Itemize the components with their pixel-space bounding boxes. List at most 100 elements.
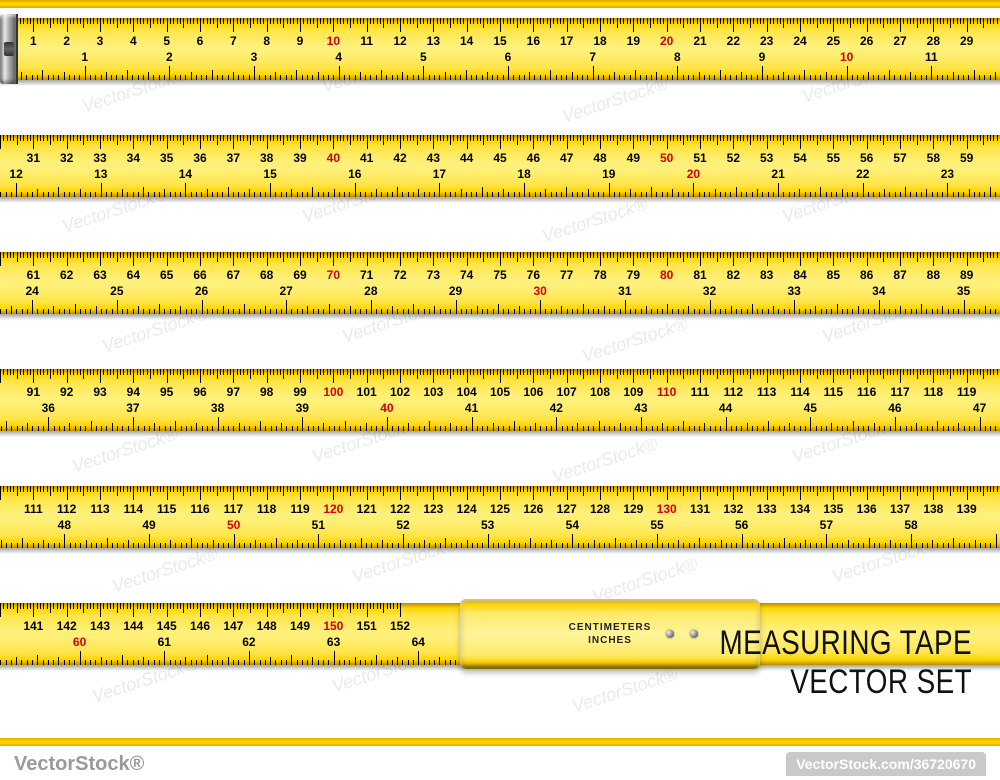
inch-label: 9 bbox=[759, 50, 766, 64]
cm-label: 96 bbox=[193, 385, 206, 399]
cm-label: 128 bbox=[590, 502, 610, 516]
cm-label: 126 bbox=[523, 502, 543, 516]
cm-label: 117 bbox=[224, 502, 243, 516]
inch-label: 60 bbox=[73, 635, 86, 649]
cm-label: 111 bbox=[24, 502, 43, 516]
cm-label: 108 bbox=[590, 385, 610, 399]
inch-label: 11 bbox=[925, 50, 938, 64]
cm-label: 17 bbox=[560, 34, 573, 48]
cm-label: 130 bbox=[657, 502, 677, 516]
cm-label: 81 bbox=[693, 268, 706, 282]
cm-label: 91 bbox=[27, 385, 40, 399]
cm-label: 114 bbox=[124, 502, 143, 516]
cm-label: 33 bbox=[93, 151, 106, 165]
inch-label: 39 bbox=[296, 401, 309, 415]
cm-label: 151 bbox=[357, 619, 377, 633]
cm-label: 123 bbox=[423, 502, 443, 516]
inch-label: 37 bbox=[126, 401, 139, 415]
scale-inch: 1234567891011 bbox=[0, 49, 1000, 80]
cm-label: 49 bbox=[627, 151, 640, 165]
cm-label: 46 bbox=[527, 151, 540, 165]
cm-label: 37 bbox=[227, 151, 240, 165]
inch-label: 14 bbox=[179, 167, 192, 181]
scale-cm: 9192939495969798991001011021031041051061… bbox=[0, 369, 1000, 400]
cm-label: 11 bbox=[360, 34, 373, 48]
cm-label: 25 bbox=[827, 34, 840, 48]
inch-label: 29 bbox=[449, 284, 462, 298]
cm-label: 69 bbox=[293, 268, 306, 282]
tape-segment: 1234567891011121314151617181920212223242… bbox=[0, 18, 1000, 80]
inch-label: 52 bbox=[396, 518, 409, 532]
cm-label: 74 bbox=[460, 268, 473, 282]
inch-label: 1 bbox=[81, 50, 88, 64]
cm-label: 122 bbox=[390, 502, 410, 516]
cm-label: 67 bbox=[227, 268, 240, 282]
cm-label: 85 bbox=[827, 268, 840, 282]
inch-label: 34 bbox=[872, 284, 885, 298]
inch-label: 44 bbox=[719, 401, 732, 415]
cm-label: 22 bbox=[727, 34, 740, 48]
inch-label: 2 bbox=[166, 50, 173, 64]
cm-label: 50 bbox=[660, 151, 673, 165]
inch-label: 7 bbox=[589, 50, 596, 64]
inch-label: 42 bbox=[550, 401, 563, 415]
cm-label: 99 bbox=[293, 385, 306, 399]
cm-label: 141 bbox=[23, 619, 43, 633]
cm-label: 4 bbox=[130, 34, 137, 48]
cm-label: 51 bbox=[693, 151, 706, 165]
inch-label: 12 bbox=[9, 167, 22, 181]
cm-label: 150 bbox=[323, 619, 343, 633]
inch-label: 4 bbox=[335, 50, 342, 64]
scale-inch: 121314151617181920212223 bbox=[0, 166, 1000, 197]
cm-label: 66 bbox=[193, 268, 206, 282]
cm-label: 135 bbox=[823, 502, 843, 516]
cm-label: 119 bbox=[290, 502, 309, 516]
cm-label: 36 bbox=[193, 151, 206, 165]
cm-label: 137 bbox=[890, 502, 910, 516]
cm-label: 103 bbox=[423, 385, 443, 399]
cm-label: 75 bbox=[493, 268, 506, 282]
cm-label: 146 bbox=[190, 619, 210, 633]
tape-segment: 1111121131141151161171181191201211221231… bbox=[0, 486, 1000, 548]
cm-label: 118 bbox=[924, 385, 943, 399]
cm-label: 149 bbox=[290, 619, 310, 633]
inch-label: 15 bbox=[263, 167, 276, 181]
cm-label: 52 bbox=[727, 151, 740, 165]
inch-label: 45 bbox=[804, 401, 817, 415]
cm-label: 113 bbox=[757, 385, 776, 399]
cm-label: 84 bbox=[793, 268, 806, 282]
cm-label: 47 bbox=[560, 151, 573, 165]
tape-segment: 9192939495969798991001011021031041051061… bbox=[0, 369, 1000, 431]
cm-label: 109 bbox=[623, 385, 643, 399]
cm-label: 118 bbox=[257, 502, 276, 516]
inch-label: 21 bbox=[771, 167, 784, 181]
cm-label: 55 bbox=[827, 151, 840, 165]
cm-label: 18 bbox=[593, 34, 606, 48]
cm-label: 94 bbox=[127, 385, 140, 399]
inch-label: 16 bbox=[348, 167, 361, 181]
cm-label: 28 bbox=[927, 34, 940, 48]
cm-label: 95 bbox=[160, 385, 173, 399]
cm-label: 83 bbox=[760, 268, 773, 282]
inch-label: 17 bbox=[433, 167, 446, 181]
cm-label: 92 bbox=[60, 385, 73, 399]
cm-label: 133 bbox=[757, 502, 777, 516]
cm-label: 29 bbox=[960, 34, 973, 48]
tape-hook bbox=[0, 14, 18, 84]
cm-label: 152 bbox=[390, 619, 410, 633]
inch-label: 10 bbox=[840, 50, 853, 64]
inch-label: 36 bbox=[42, 401, 55, 415]
inch-label: 49 bbox=[142, 518, 155, 532]
inch-label: 33 bbox=[787, 284, 800, 298]
cm-label: 32 bbox=[60, 151, 73, 165]
cm-label: 100 bbox=[323, 385, 343, 399]
inch-label: 56 bbox=[735, 518, 748, 532]
cm-label: 139 bbox=[957, 502, 977, 516]
cm-label: 80 bbox=[660, 268, 673, 282]
cm-label: 59 bbox=[960, 151, 973, 165]
cm-label: 19 bbox=[627, 34, 640, 48]
cm-label: 71 bbox=[360, 268, 373, 282]
inch-label: 63 bbox=[327, 635, 340, 649]
cm-label: 6 bbox=[197, 34, 204, 48]
inch-label: 64 bbox=[412, 635, 425, 649]
